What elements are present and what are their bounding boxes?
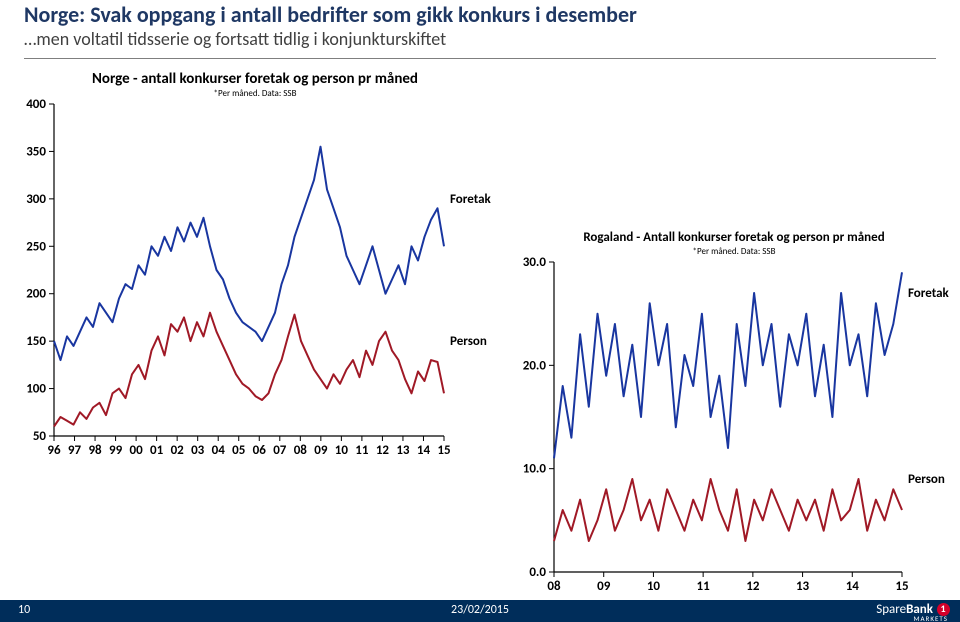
page-title: Norge: Svak oppgang i antall bedrifter s… (24, 2, 936, 27)
svg-text:200: 200 (26, 287, 46, 302)
svg-text:Person: Person (450, 334, 487, 349)
svg-text:100: 100 (26, 382, 46, 397)
svg-text:99: 99 (109, 443, 123, 458)
svg-text:05: 05 (232, 443, 245, 458)
svg-text:02: 02 (171, 443, 185, 458)
svg-text:15: 15 (437, 443, 450, 458)
svg-text:15: 15 (895, 579, 908, 594)
title-divider (24, 58, 936, 59)
svg-text:400: 400 (26, 97, 46, 112)
svg-text:98: 98 (88, 443, 102, 458)
chart2-subtitle: *Per måned. Data: SSB (534, 246, 934, 257)
footer-bar: 10 23/02/2015 SpareBank MARKETS (0, 600, 960, 622)
svg-text:10: 10 (647, 579, 661, 594)
svg-text:00: 00 (130, 443, 144, 458)
svg-text:10.0: 10.0 (523, 462, 547, 477)
norway-chart: Norge - antall konkurser foretak og pers… (10, 70, 500, 460)
svg-text:13: 13 (796, 579, 810, 594)
chart2-svg: 0.0 10.0 20.0 30.0 08 09 10 11 12 13 14 15 Foretak Pe… (510, 230, 958, 596)
svg-text:10: 10 (335, 443, 349, 458)
svg-text:250: 250 (26, 239, 46, 254)
svg-text:07: 07 (273, 443, 287, 458)
svg-text:12: 12 (376, 443, 390, 458)
svg-text:01: 01 (150, 443, 164, 458)
chart1-subtitle: *Per måned. Data: SSB (40, 88, 470, 99)
svg-text:50: 50 (33, 429, 47, 444)
svg-text:06: 06 (253, 443, 267, 458)
page-subtitle: …men voltatil tidsserie og fortsatt tidl… (24, 29, 936, 51)
svg-text:0.0: 0.0 (529, 565, 546, 580)
chart2-title: Rogaland - Antall konkurser foretak og p… (534, 230, 934, 245)
svg-text:04: 04 (212, 443, 226, 458)
svg-text:20.0: 20.0 (523, 358, 547, 373)
svg-text:11: 11 (355, 443, 369, 458)
logo-subtext: MARKETS (914, 614, 948, 622)
svg-text:12: 12 (746, 579, 760, 594)
chart1-title: Norge - antall konkurser foretak og pers… (40, 70, 470, 88)
svg-text:13: 13 (396, 443, 410, 458)
svg-text:08: 08 (547, 579, 561, 594)
page-number: 10 (18, 603, 30, 617)
svg-text:350: 350 (26, 144, 46, 159)
svg-text:14: 14 (417, 443, 431, 458)
svg-text:30.0: 30.0 (523, 255, 547, 270)
svg-text:150: 150 (26, 334, 46, 349)
svg-text:Foretak: Foretak (908, 286, 950, 301)
svg-text:11: 11 (697, 579, 711, 594)
svg-text:09: 09 (314, 443, 328, 458)
svg-text:96: 96 (47, 443, 61, 458)
svg-text:08: 08 (294, 443, 308, 458)
footer-date: 23/02/2015 (451, 603, 509, 617)
svg-text:14: 14 (846, 579, 860, 594)
svg-text:300: 300 (26, 192, 46, 207)
rogaland-chart: Rogaland - Antall konkurser foretak og p… (510, 230, 958, 596)
svg-text:Foretak: Foretak (450, 192, 492, 207)
svg-text:03: 03 (191, 443, 205, 458)
chart1-svg: 50 100 150 200 250 300 350 400 96 97 98 99 00 01 02 03 0… (10, 70, 500, 460)
svg-text:09: 09 (597, 579, 611, 594)
svg-text:Person: Person (908, 472, 945, 487)
svg-text:97: 97 (68, 443, 82, 458)
